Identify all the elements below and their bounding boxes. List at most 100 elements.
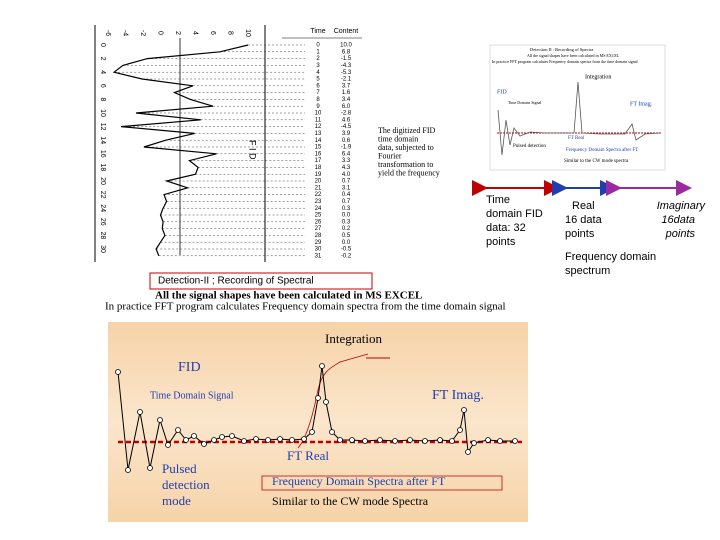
- figure-point: [349, 437, 355, 443]
- table-cell: 21: [315, 185, 322, 191]
- thumb-text: Similar to the CW mode spectra: [564, 159, 629, 164]
- note-line: transformation to: [378, 160, 433, 169]
- label: data: 32: [486, 222, 526, 234]
- figure-point: [315, 395, 321, 401]
- figure-label: Similar to the CW mode Spectra: [272, 494, 429, 508]
- figure-point: [175, 427, 181, 433]
- table-cell: 8: [316, 97, 320, 103]
- table-cell: 6.0: [342, 104, 351, 110]
- table-cell: 18: [315, 165, 322, 171]
- table-cell: 28: [315, 233, 322, 239]
- thumb-text: FT Imag.: [630, 101, 653, 107]
- table-cell: 27: [315, 226, 322, 232]
- table-cell: 26: [315, 219, 322, 225]
- figure-point: [241, 438, 247, 444]
- axis-label: 26: [99, 218, 106, 226]
- thumb-text: FID: [497, 89, 507, 95]
- axis-label: 10: [244, 29, 251, 37]
- thumb-text: Integration: [585, 74, 611, 80]
- table-cell: 0: [316, 43, 320, 49]
- thumb-text: Detection II : Recording of Spectra: [530, 47, 593, 52]
- figure-point: [319, 363, 325, 369]
- thumb-text: FT Real: [568, 136, 585, 141]
- figure-point: [362, 438, 368, 444]
- figure-point: [147, 465, 153, 471]
- table-cell: -1.9: [341, 145, 352, 151]
- thumb-text: Frequency Domain Spectra after FT: [566, 148, 638, 153]
- figure-label: mode: [162, 493, 191, 508]
- table-cell: 19: [315, 172, 322, 178]
- figure-point: [407, 437, 413, 443]
- text-line: All the signal shapes have been calculat…: [155, 290, 422, 302]
- figure-point: [437, 437, 443, 443]
- figure-label: Frequency Domain Spectra after FT: [272, 474, 446, 488]
- table-cell: 0.7: [342, 199, 351, 205]
- note-line: The digitized FID: [378, 126, 436, 135]
- table-cell: 3.4: [342, 97, 351, 103]
- label: Time: [486, 194, 510, 206]
- table-cell: 31: [315, 253, 322, 259]
- axis-label: 6: [99, 84, 106, 88]
- label: points: [665, 228, 696, 240]
- table-cell: 2: [316, 56, 320, 62]
- figure-point: [137, 409, 143, 415]
- figure-point: [125, 467, 131, 473]
- figure-point: [301, 436, 307, 442]
- label: Imaginary: [657, 200, 707, 212]
- axis-label: 18: [99, 164, 106, 172]
- thumb-curve: [497, 81, 661, 156]
- table-cell: 6.8: [342, 49, 351, 55]
- table-cell: 12: [315, 124, 322, 130]
- axis-label: 8: [99, 97, 106, 101]
- table-cell: 0.0: [342, 213, 351, 219]
- figure-label: FT Imag.: [432, 388, 484, 403]
- table-cell: -1.5: [341, 56, 352, 62]
- label: spectrum: [565, 265, 610, 277]
- note-line: data, subjected to: [378, 143, 434, 152]
- table-cell: 10.0: [340, 43, 352, 49]
- axis-label: 16: [99, 150, 106, 158]
- table-cell: 7: [316, 90, 320, 96]
- figure-point: [471, 440, 477, 446]
- table-cell: -4.5: [341, 124, 352, 130]
- figure-label: detection: [162, 477, 210, 492]
- figure-point: [323, 399, 329, 405]
- figure-point: [191, 433, 197, 439]
- table-cell: 17: [315, 158, 322, 164]
- table-cell: 11: [315, 117, 322, 123]
- table-cell: 5: [316, 77, 320, 83]
- figure-point: [211, 437, 217, 443]
- axis-label: 4: [192, 31, 199, 35]
- table-cell: 0.4: [342, 192, 351, 198]
- figure-point: [253, 436, 259, 442]
- table-header: Content: [334, 28, 359, 35]
- figure-point: [485, 437, 491, 443]
- axis-label: 6: [209, 31, 216, 35]
- figure-label: Time Domain Signal: [150, 390, 234, 401]
- axis-label: 22: [99, 191, 106, 199]
- figure-point: [309, 429, 315, 435]
- table-cell: 1.6: [342, 90, 351, 96]
- figure-point: [449, 438, 455, 444]
- text-line: In practice FFT program calculates Frequ…: [105, 301, 506, 313]
- table-cell: 0.2: [342, 226, 351, 232]
- table-cell: 4.0: [342, 172, 351, 178]
- figure-point: [289, 437, 295, 443]
- label: domain FID: [486, 208, 543, 220]
- freq-box: [261, 475, 503, 491]
- table-cell: 0.6: [342, 138, 351, 144]
- table-cell: 4: [316, 70, 320, 76]
- thumb-text: Pulsed detection: [513, 144, 546, 149]
- table-cell: 25: [315, 213, 322, 219]
- axis-label: 24: [99, 204, 106, 212]
- label: points: [565, 228, 595, 240]
- table-cell: 6.4: [342, 151, 351, 157]
- figure-point: [265, 437, 271, 443]
- label: points: [486, 236, 516, 248]
- table-cell: 0.3: [342, 206, 351, 212]
- figure-point: [183, 437, 189, 443]
- figure-curve: [117, 365, 515, 471]
- box-title: Detection-II ; Recording of Spectral: [158, 276, 314, 287]
